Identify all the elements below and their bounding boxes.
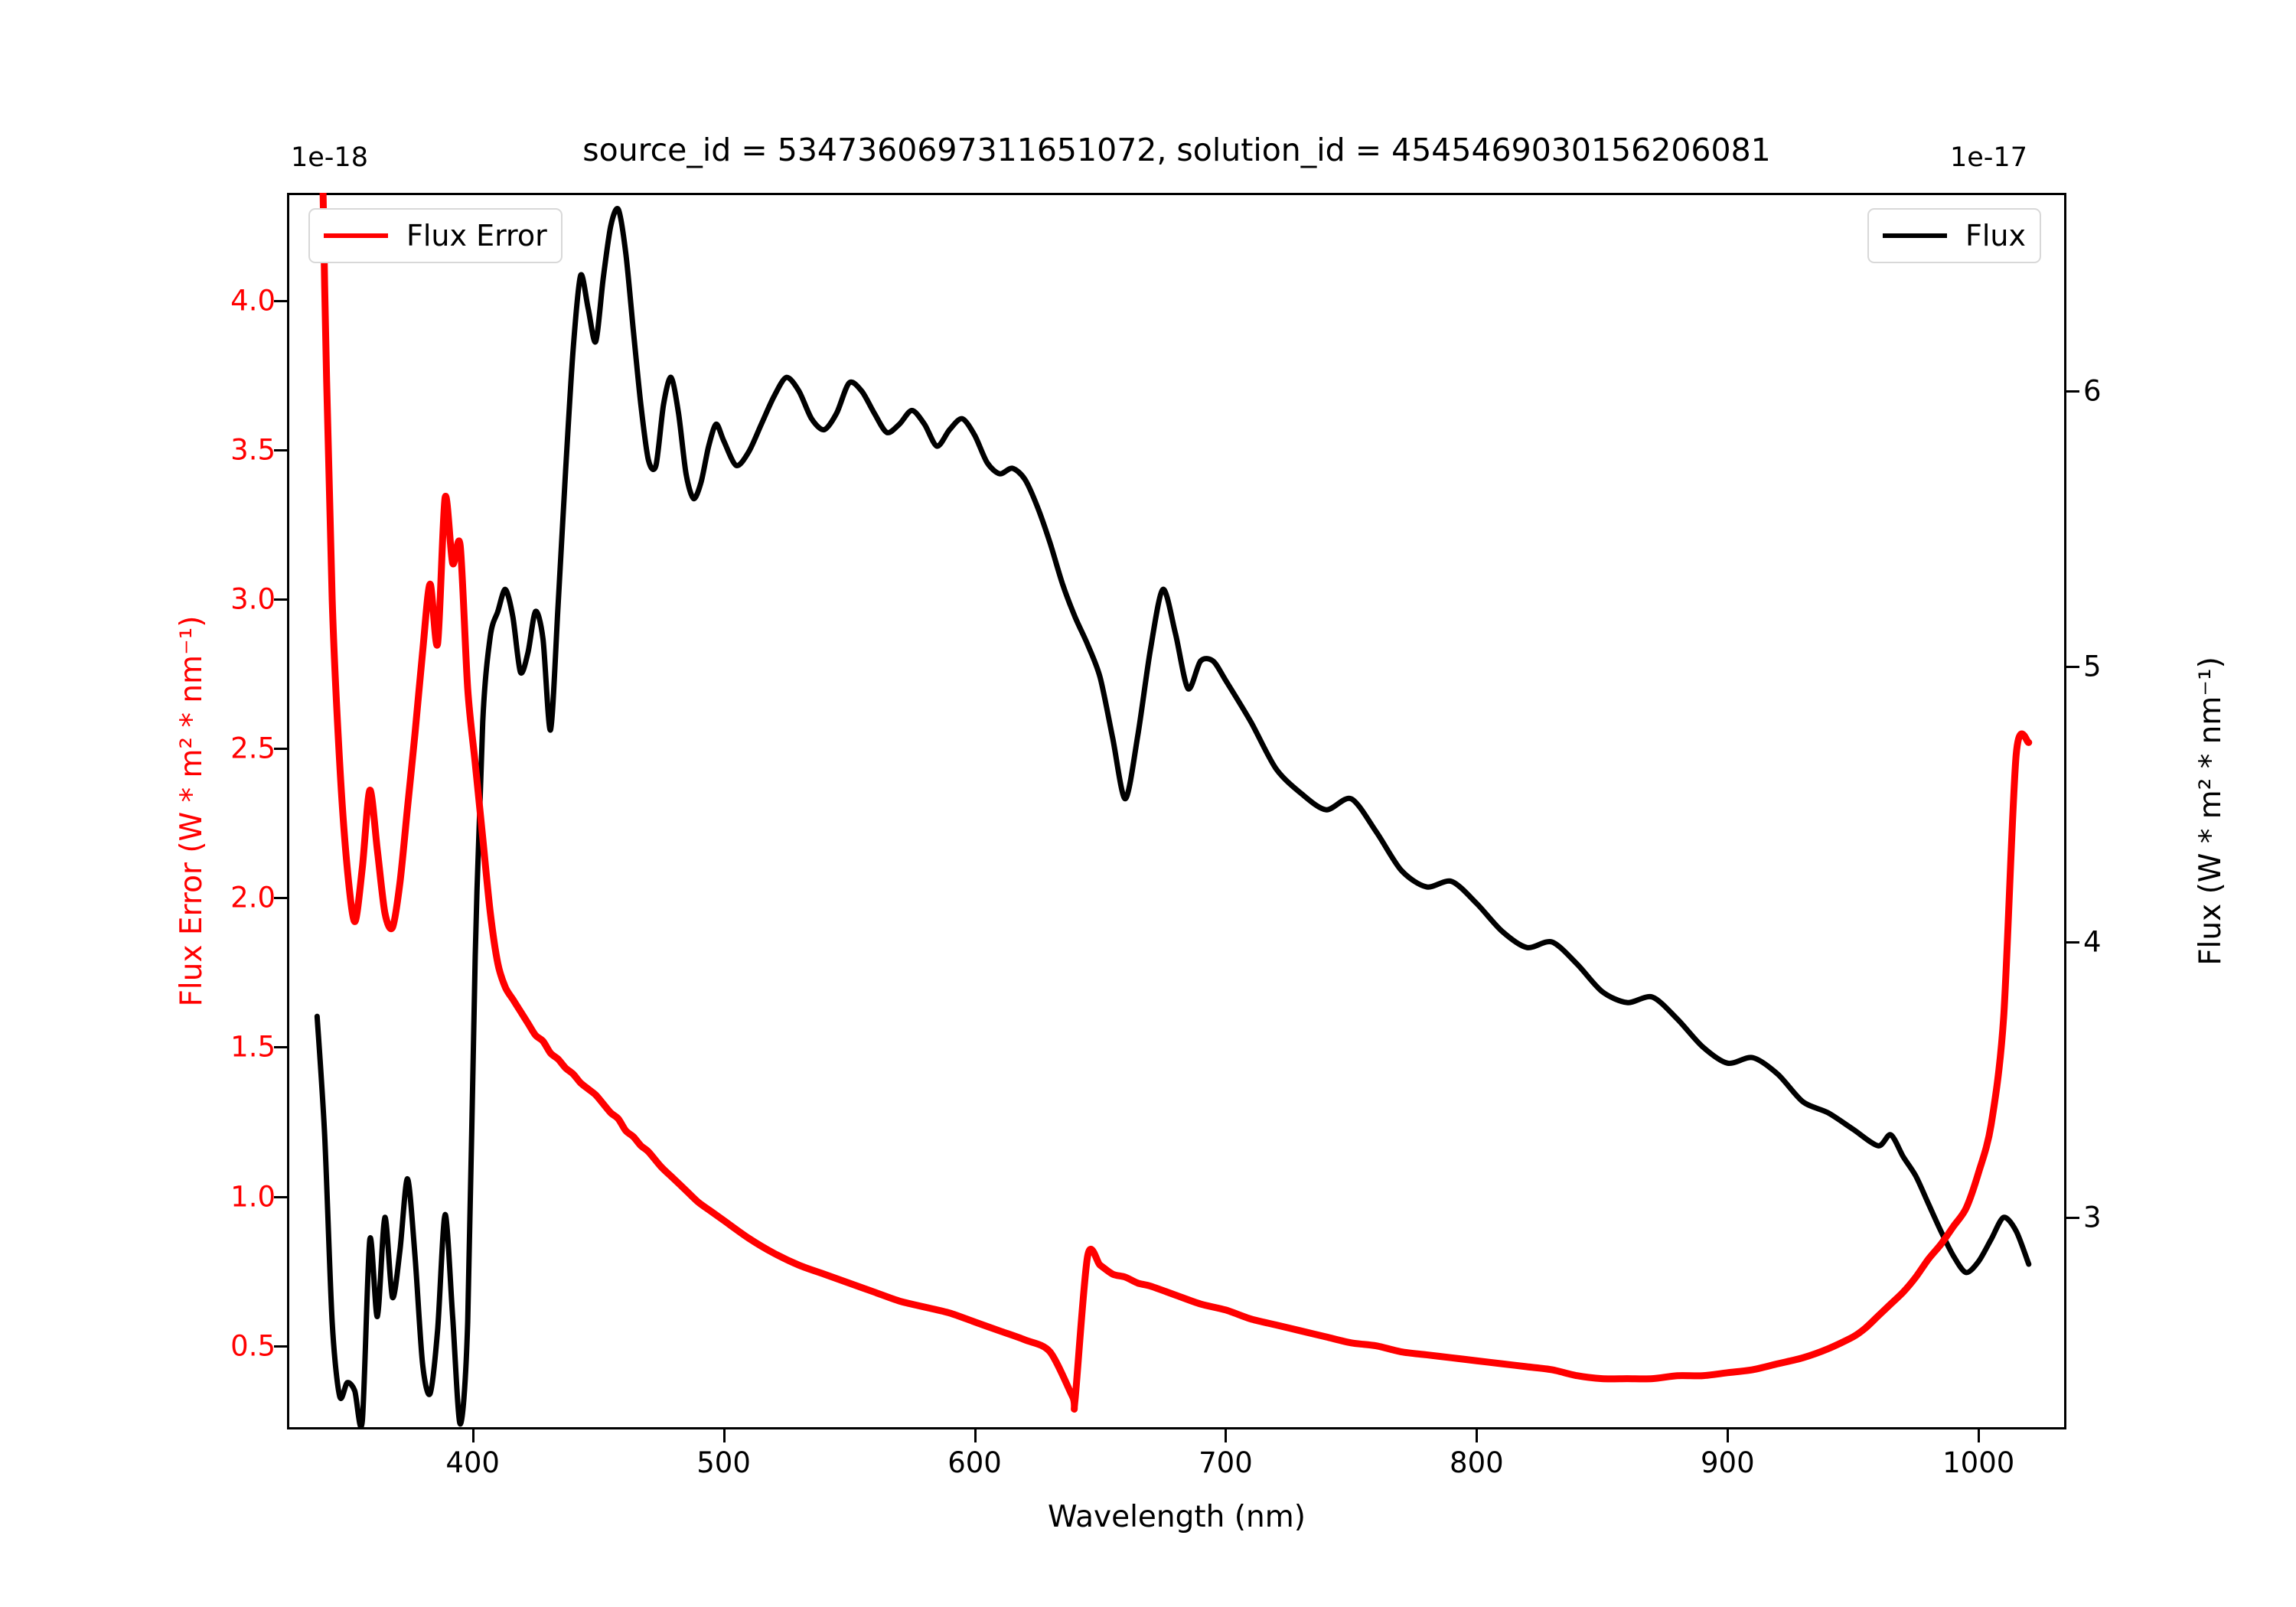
plot-frame — [287, 193, 2066, 1429]
y-tick-mark-left — [274, 598, 287, 601]
y-tick-mark-left — [274, 1046, 287, 1049]
legend-label-flux: Flux — [1965, 219, 2026, 253]
y-tick-label-left: 3.0 — [230, 582, 276, 616]
x-tick-label: 900 — [1700, 1446, 1755, 1479]
legend-line-flux-error-icon — [324, 233, 388, 238]
legend-flux-error[interactable]: Flux Error — [308, 208, 563, 263]
x-tick-mark — [1727, 1429, 1730, 1442]
legend-line-flux-icon — [1883, 233, 1947, 238]
x-tick-label: 800 — [1450, 1446, 1504, 1479]
y-tick-mark-left — [274, 448, 287, 451]
legend-flux[interactable]: Flux — [1867, 208, 2041, 263]
left-axis-offset-label: 1e-18 — [291, 142, 368, 173]
y-tick-label-left: 4.0 — [230, 284, 276, 318]
x-axis-label: Wavelength (nm) — [1048, 1500, 1306, 1534]
y-tick-label-left: 0.5 — [230, 1329, 276, 1363]
x-tick-label: 500 — [696, 1446, 751, 1479]
y-tick-mark-left — [274, 1195, 287, 1198]
x-tick-label: 600 — [947, 1446, 1002, 1479]
series-line-flux — [314, 206, 2032, 1429]
y-tick-label-right: 4 — [2083, 925, 2102, 959]
right-axis-offset-label: 1e-17 — [1950, 142, 2027, 173]
y-tick-mark-right — [2066, 1216, 2079, 1219]
x-tick-label: 700 — [1199, 1446, 1253, 1479]
y-tick-label-left: 2.0 — [230, 881, 276, 914]
legend-label-flux-error: Flux Error — [406, 219, 547, 253]
plot-area — [314, 193, 2033, 1429]
x-tick-label: 400 — [445, 1446, 500, 1479]
x-tick-mark — [1476, 1429, 1479, 1442]
series-line-flux-error — [319, 193, 2033, 1413]
y-tick-label-right: 6 — [2083, 374, 2102, 408]
x-tick-label: 1000 — [1942, 1446, 2015, 1479]
y-tick-label-left: 1.5 — [230, 1030, 276, 1064]
y-tick-mark-left — [274, 1345, 287, 1348]
x-tick-mark — [1225, 1429, 1228, 1442]
x-tick-mark — [974, 1429, 977, 1442]
y-tick-mark-left — [274, 299, 287, 302]
y-tick-label-left: 2.5 — [230, 732, 276, 765]
y-tick-mark-right — [2066, 940, 2079, 944]
y-tick-label-left: 1.0 — [230, 1180, 276, 1214]
y-tick-mark-left — [274, 748, 287, 751]
y-tick-mark-left — [274, 897, 287, 900]
y-tick-label-left: 3.5 — [230, 433, 276, 467]
y-tick-label-right: 3 — [2083, 1201, 2102, 1234]
y-axis-label-right: Flux (W * m² * nm⁻¹) — [2193, 657, 2228, 966]
y-axis-label-left: Flux Error (W * m² * nm⁻¹) — [174, 615, 209, 1007]
y-tick-mark-right — [2066, 666, 2079, 669]
y-tick-mark-right — [2066, 390, 2079, 393]
x-tick-mark — [471, 1429, 475, 1442]
page-title: source_id = 5347360697311651072, solutio… — [582, 132, 1771, 168]
y-tick-label-right: 5 — [2083, 650, 2102, 683]
x-tick-mark — [722, 1429, 726, 1442]
x-tick-mark — [1978, 1429, 1981, 1442]
